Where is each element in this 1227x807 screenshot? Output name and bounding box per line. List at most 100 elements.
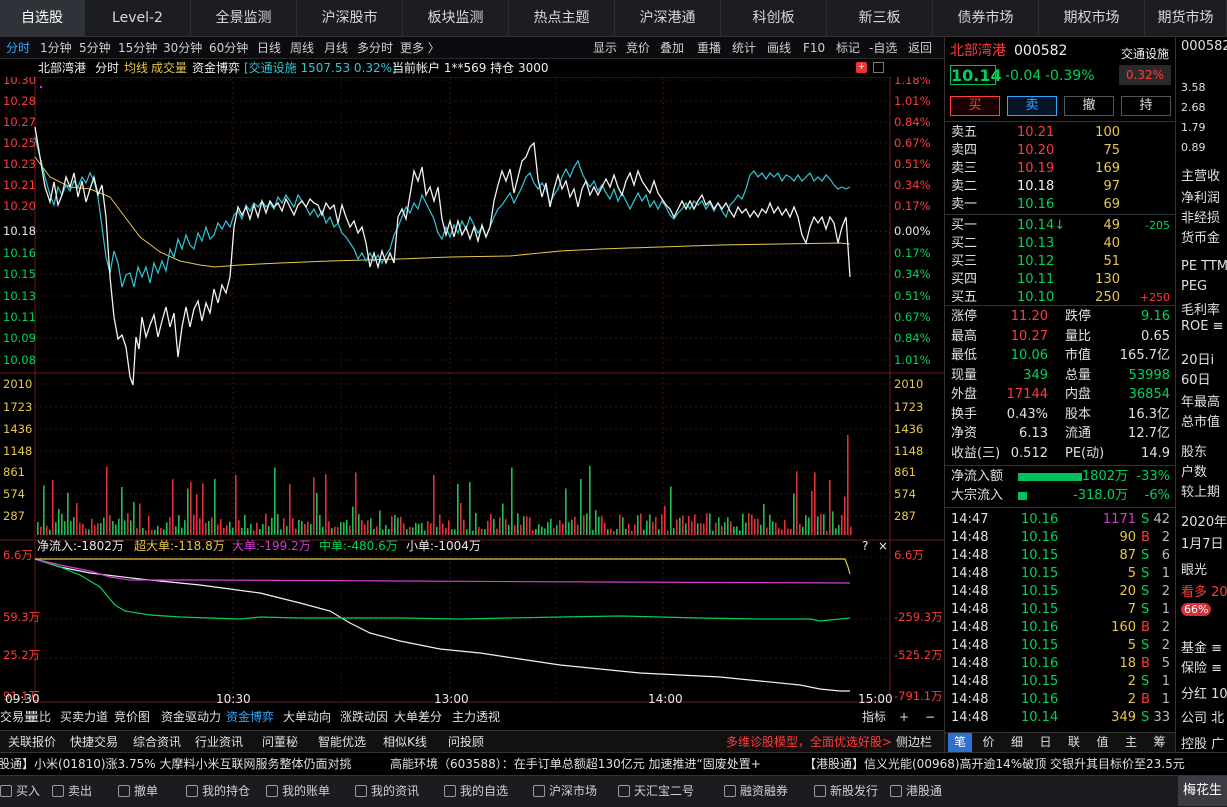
link-0[interactable]: 关联报价: [8, 735, 57, 749]
nav-tab-11[interactable]: 期货市场: [1145, 0, 1227, 37]
buy-button[interactable]: 买: [950, 96, 1000, 116]
close-icon[interactable]: ×: [878, 539, 888, 553]
quote-tab-7[interactable]: 筹: [1153, 735, 1166, 749]
user-name-button[interactable]: 梅花生: [1178, 776, 1227, 806]
close-overlay-icon[interactable]: +: [856, 62, 867, 73]
sell-button[interactable]: 卖: [1007, 96, 1057, 116]
period-7[interactable]: 周线: [290, 41, 315, 55]
toolbar-button-3[interactable]: 我的持仓: [186, 776, 250, 806]
toolbar-button-6[interactable]: 我的自选: [444, 776, 508, 806]
indicator-tab-9[interactable]: 主力透视: [452, 710, 501, 724]
indicator-tab-4[interactable]: 资金驱动力: [161, 710, 222, 724]
bid-price: 10.11: [1017, 272, 1055, 287]
quote-tab-5[interactable]: 值: [1096, 735, 1109, 749]
volume-bar: [223, 527, 225, 535]
period-3[interactable]: 15分钟: [118, 41, 158, 55]
toolbar-button-7[interactable]: 沪深市场: [533, 776, 597, 806]
promo-link[interactable]: 多维诊股模型，全面优选好股>: [726, 735, 893, 749]
link-2[interactable]: 综合资讯: [133, 735, 182, 749]
period-0[interactable]: 分时: [6, 41, 31, 55]
tool-9[interactable]: 返回: [908, 41, 933, 55]
cancel-icon: [118, 785, 130, 797]
quote-tab-6[interactable]: 主: [1124, 735, 1137, 749]
intraday-chart[interactable]: 10.30 10.28 10.27 10.25 10.23 10.21 10.20 10.18…: [0, 77, 944, 707]
tool-7[interactable]: 标记: [836, 41, 861, 55]
indicator-tab-6[interactable]: 大单动向: [283, 710, 332, 724]
tool-2[interactable]: 叠加: [660, 41, 685, 55]
toolbar-label: 撤单: [134, 784, 159, 798]
link-4[interactable]: 问董秘: [262, 735, 299, 749]
toolbar-button-5[interactable]: 我的资讯: [355, 776, 419, 806]
toolbar-button-4[interactable]: 我的账单: [266, 776, 330, 806]
indicator-control-2[interactable]: −: [925, 710, 936, 724]
nav-tab-3[interactable]: 沪深股市: [297, 0, 403, 37]
nav-tab-6[interactable]: 沪深港通: [615, 0, 721, 37]
indicator-tab-5[interactable]: 资金博弈: [226, 710, 275, 724]
sidebar-toggle[interactable]: 侧边栏: [896, 735, 933, 749]
tool-0[interactable]: 显示: [593, 41, 618, 55]
stock-name-label: 北部湾港: [38, 61, 87, 75]
tool-1[interactable]: 竞价: [626, 41, 651, 55]
volume-bar: [757, 518, 759, 535]
nav-tab-5[interactable]: 热点主题: [509, 0, 615, 37]
toolbar-button-2[interactable]: 撤单: [118, 776, 158, 806]
toolbar-button-9[interactable]: 融资融券: [724, 776, 788, 806]
indicator-tab-7[interactable]: 涨跌动因: [340, 710, 389, 724]
stat-label: 净资: [951, 426, 978, 441]
nav-tab-8[interactable]: 新三板: [827, 0, 933, 37]
stat-row: 涨停 11.20 跌停 9.16: [945, 308, 1176, 326]
period-10[interactable]: 更多 〉: [400, 41, 440, 55]
toolbar-button-1[interactable]: 卖出: [52, 776, 92, 806]
nav-tab-7[interactable]: 科创板: [721, 0, 827, 37]
quote-tab-4[interactable]: 联: [1067, 735, 1080, 749]
quote-tab-1[interactable]: 价: [982, 735, 995, 749]
indicator-tab-2[interactable]: 买卖力道: [60, 710, 109, 724]
indicator-control-1[interactable]: +: [899, 710, 910, 724]
toolbar-button-10[interactable]: 新股发行: [814, 776, 878, 806]
tool-3[interactable]: 重播: [697, 41, 722, 55]
link-5[interactable]: 智能优选: [318, 735, 367, 749]
quote-tab-2[interactable]: 细: [1010, 735, 1023, 749]
tool-6[interactable]: F10: [803, 41, 826, 55]
tool-4[interactable]: 统计: [732, 41, 757, 55]
nav-tab-2[interactable]: 全景监测: [191, 0, 297, 37]
indicator-tab-0[interactable]: 交易量: [0, 710, 37, 724]
link-3[interactable]: 行业资讯: [195, 735, 244, 749]
link-7[interactable]: 问投顾: [448, 735, 485, 749]
nav-tab-4[interactable]: 板块监测: [403, 0, 509, 37]
help-icon[interactable]: ?: [862, 539, 868, 553]
nav-tab-0[interactable]: 自选股: [0, 0, 85, 37]
tool-5[interactable]: 画线: [767, 41, 792, 55]
link-1[interactable]: 快捷交易: [70, 735, 119, 749]
window-icon[interactable]: [873, 62, 884, 73]
nav-tab-1[interactable]: Level-2: [85, 0, 191, 37]
period-5[interactable]: 60分钟: [209, 41, 249, 55]
indicator-control-0[interactable]: 指标: [862, 710, 887, 724]
news-item[interactable]: 股通】小米(01810)涨3.75% 大摩料小米互联网服务整体仍面对挑: [0, 757, 352, 771]
quote-tab-3[interactable]: 日: [1039, 735, 1052, 749]
position-button[interactable]: 持: [1121, 96, 1171, 116]
toolbar-button-0[interactable]: 买入: [0, 776, 40, 806]
link-6[interactable]: 相似K线: [383, 735, 427, 749]
news-item[interactable]: 高能环境（603588）：在手订单总额超130亿元 加速推进“固废处置+: [390, 757, 761, 771]
news-item[interactable]: 【港股通】信义光能(00968)高开逾14%破顶 交银升其目标价至23.5元: [804, 757, 1185, 771]
nav-tab-10[interactable]: 期权市场: [1039, 0, 1145, 37]
volume-bar: [751, 514, 753, 535]
quote-tab-0[interactable]: 笔: [948, 733, 972, 752]
indicator-tab-3[interactable]: 竞价图: [114, 710, 151, 724]
period-4[interactable]: 30分钟: [163, 41, 203, 55]
pct-tick-label: 1.18%: [894, 77, 931, 87]
period-1[interactable]: 1分钟: [40, 41, 72, 55]
nav-tab-9[interactable]: 债券市场: [933, 0, 1039, 37]
period-9[interactable]: 多分时: [357, 41, 394, 55]
period-6[interactable]: 日线: [257, 41, 282, 55]
toolbar-button-11[interactable]: 港股通: [890, 776, 942, 806]
indicator-tab-1[interactable]: 量比: [27, 710, 52, 724]
volume-bar: [259, 529, 261, 535]
toolbar-button-8[interactable]: 天汇宝二号: [618, 776, 694, 806]
tool-8[interactable]: -自选: [869, 41, 898, 55]
period-8[interactable]: 月线: [324, 41, 349, 55]
cancel-button[interactable]: 撤: [1064, 96, 1114, 116]
period-2[interactable]: 5分钟: [79, 41, 111, 55]
indicator-tab-8[interactable]: 大单差分: [394, 710, 443, 724]
